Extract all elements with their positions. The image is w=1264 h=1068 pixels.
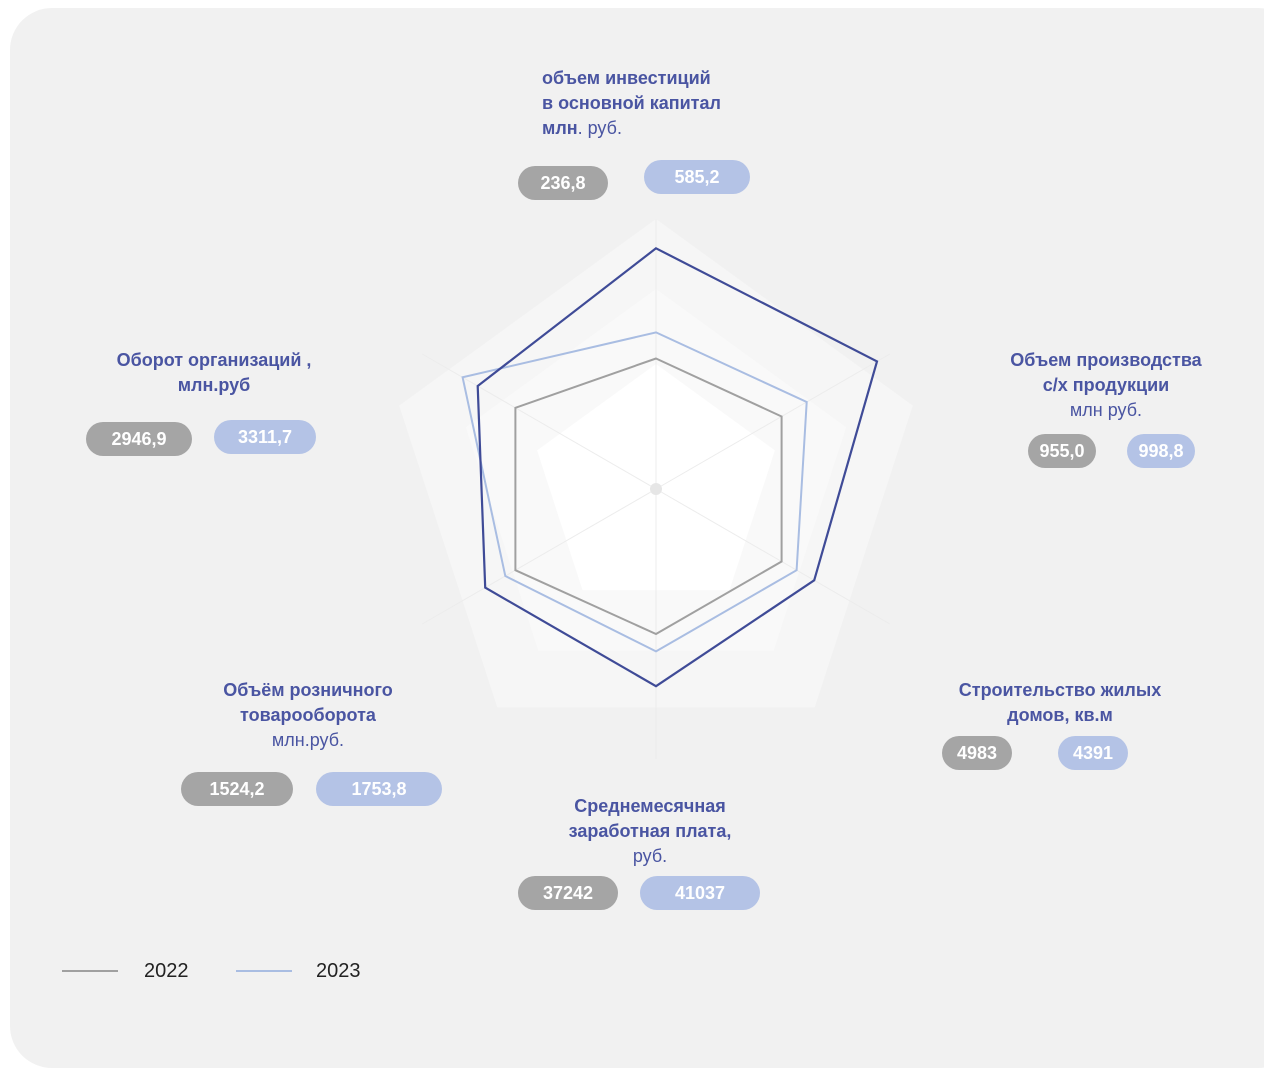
radar-series-2023 [461, 331, 808, 653]
legend-line-2023 [236, 970, 292, 972]
radar-chart [421, 247, 891, 688]
axis-label-unit: млн руб. [1069, 400, 1143, 420]
axis-label-line: млн [542, 118, 578, 138]
axis-label-line: Оборот организаций , [116, 350, 312, 370]
axis-label-unit: млн.руб. [271, 730, 345, 750]
radar-series-outline [476, 247, 879, 688]
axis-label-line: заработная плата, [568, 821, 732, 841]
radar-spoke [655, 353, 891, 490]
radar-center [650, 483, 662, 495]
axis-label-line: с/х продукции [1042, 375, 1170, 395]
value-2023-salary: 41037 [640, 876, 760, 910]
radar-spoke [421, 488, 657, 625]
value-2022-investments: 236,8 [518, 166, 608, 200]
axis-label-line: Среднемесячная [574, 796, 726, 816]
radar-spoke [421, 353, 657, 490]
axis-label-salary: Среднемесячная заработная плата, руб. [520, 794, 780, 869]
radar-series-2022 [514, 357, 783, 636]
axis-label-line: млн.руб [177, 375, 251, 395]
axis-label-investments: объем инвестиций в основной капитал млн.… [500, 66, 842, 141]
axis-label-agriculture: Объем производства с/х продукции млн руб… [976, 348, 1236, 423]
value-2023-turnover: 3311,7 [214, 420, 316, 454]
axis-label-line: домов, кв.м [1007, 705, 1113, 725]
value-2022-housing: 4983 [942, 736, 1012, 770]
value-2023-retail: 1753,8 [316, 772, 442, 806]
value-2023-investments: 585,2 [644, 160, 750, 194]
axis-label-retail: Объём розничного товарооборота млн.руб. [178, 678, 438, 753]
value-2023-agriculture: 998,8 [1127, 434, 1195, 468]
axis-label-turnover: Оборот организаций , млн.руб [84, 348, 344, 398]
axis-label-unit: . руб. [577, 118, 622, 138]
axis-label-line: объем инвестиций [542, 68, 711, 88]
axis-label-line: в основной капитал [542, 93, 721, 113]
axis-label-housing: Строительство жилых домов, кв.м [930, 678, 1190, 728]
legend-line-2022 [62, 970, 118, 972]
radar-spoke [655, 488, 891, 625]
legend-label-2022: 2022 [144, 960, 189, 982]
value-2023-housing: 4391 [1058, 736, 1128, 770]
axis-label-line: Объем производства [1010, 350, 1202, 370]
legend-label-2023: 2023 [316, 960, 361, 982]
value-2022-retail: 1524,2 [181, 772, 293, 806]
axis-label-line: Объём розничного [223, 680, 393, 700]
value-2022-turnover: 2946,9 [86, 422, 192, 456]
axis-label-unit: руб. [632, 846, 668, 866]
axis-label-line: Строительство жилых [958, 680, 1162, 700]
value-2022-agriculture: 955,0 [1028, 434, 1096, 468]
value-2022-salary: 37242 [518, 876, 618, 910]
axis-label-line: товарооборота [240, 705, 376, 725]
